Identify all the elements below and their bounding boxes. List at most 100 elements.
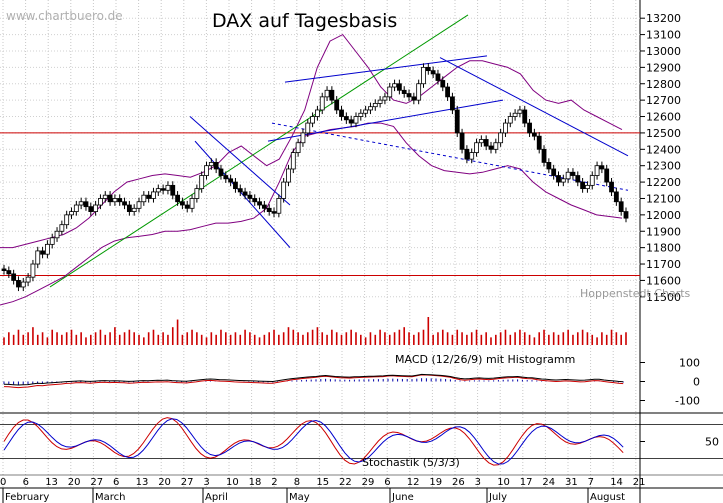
candle-body	[122, 201, 127, 206]
candle-body	[589, 175, 595, 186]
volume-bar	[311, 329, 314, 345]
day-label: 8	[294, 477, 300, 488]
volume-bar	[94, 332, 97, 345]
candle-body	[20, 281, 26, 288]
time-axis: 0 6 13 20 27 6 13 20 27 3 10 18 2 8 15 22 29 6 12 19 26 3 10 17…	[0, 474, 723, 503]
candle-body	[570, 171, 576, 176]
candle-body	[387, 86, 393, 98]
volume-bar	[143, 337, 145, 345]
volume-bar	[393, 332, 396, 345]
candle-body	[454, 109, 460, 134]
volume-bar	[138, 334, 140, 345]
volume-bar	[220, 329, 222, 345]
volume-bar	[364, 337, 367, 345]
candle-body	[623, 211, 629, 219]
candle-body	[107, 194, 113, 203]
volume-bar	[509, 334, 512, 345]
price-tick-label: 12000	[646, 209, 681, 222]
day-label: 27	[90, 477, 103, 488]
volume-bar	[384, 332, 386, 345]
volume-bar	[12, 334, 15, 345]
candle-body	[184, 204, 190, 209]
candle-body	[49, 237, 55, 245]
candle-body	[319, 96, 325, 111]
volume-bar	[200, 334, 203, 345]
macd-tick-label: 0	[693, 376, 700, 389]
volume-bar	[422, 329, 425, 345]
volume-bar	[114, 327, 116, 345]
volume-bar	[403, 327, 406, 345]
candle-body	[35, 250, 41, 265]
day-label: 31	[565, 477, 578, 488]
blue-downtrend-july	[439, 57, 629, 157]
volume-bar	[205, 337, 208, 345]
candle-body	[536, 135, 542, 150]
candle-body	[54, 230, 60, 239]
volume-bar	[249, 332, 251, 345]
volume-bar	[239, 334, 242, 345]
volume-bar	[253, 334, 256, 345]
volume-bar	[157, 334, 160, 345]
volume-bar	[441, 329, 444, 345]
day-label: 7	[588, 477, 594, 488]
candle-body	[155, 188, 161, 193]
volume-bar	[432, 334, 434, 345]
volume-bar	[620, 334, 622, 345]
volume-bar	[437, 332, 439, 345]
volume-bar	[118, 334, 121, 345]
candle-body	[575, 175, 581, 183]
candle-body	[517, 109, 523, 114]
volume-bar	[176, 319, 179, 345]
candle-body	[618, 201, 624, 212]
candle-body	[560, 178, 566, 183]
volume-bar	[258, 337, 261, 345]
price-tick-label: 13000	[646, 45, 681, 58]
volume-bar	[625, 332, 627, 345]
volume-bar	[596, 337, 598, 345]
candle-body	[117, 198, 123, 203]
volume-bar	[306, 332, 309, 345]
candle-body	[440, 80, 446, 88]
candle-body	[170, 184, 176, 196]
stochastic-panel: 50	[0, 412, 723, 466]
candle-body	[416, 83, 422, 101]
stoch-d-line	[3, 418, 624, 465]
candle-body	[252, 198, 258, 203]
price-tick-label: 12400	[646, 143, 681, 156]
candle-body	[180, 201, 185, 206]
candle-body	[11, 273, 17, 281]
volume-bar	[562, 332, 565, 345]
volume-bar	[162, 332, 164, 345]
day-label: 3	[203, 477, 209, 488]
candle-body	[580, 181, 586, 190]
candle-body	[503, 122, 508, 134]
candle-body	[430, 70, 436, 75]
candle-body	[98, 198, 103, 206]
candle-body	[469, 152, 475, 160]
blue-downtrend-april	[189, 116, 291, 206]
macd-label: MACD (12/26/9) mit Histogramm	[395, 353, 575, 366]
watermark: www.chartbuero.de	[6, 9, 123, 23]
day-label: 14	[610, 477, 623, 488]
candle-body	[599, 165, 605, 170]
candle-body	[290, 152, 296, 170]
macd-line	[3, 374, 624, 389]
candle-body	[531, 132, 537, 137]
volume-bar	[451, 334, 454, 345]
day-label: 2	[271, 477, 277, 488]
candle-body	[334, 99, 340, 111]
volume-bar	[278, 334, 280, 345]
price-tick-label: 13200	[646, 12, 681, 25]
bollinger-lower	[0, 122, 623, 306]
volume-bar	[398, 329, 401, 345]
candle-body	[411, 96, 417, 101]
volume-bar	[32, 327, 34, 345]
volume-bar	[466, 334, 468, 345]
volume-bar	[591, 334, 594, 345]
volume-bar	[109, 332, 111, 345]
volume-bar	[586, 332, 589, 345]
month-label: April	[205, 492, 228, 503]
volume-bar	[75, 334, 78, 345]
candle-body	[165, 184, 171, 191]
volume-bar	[379, 329, 381, 345]
